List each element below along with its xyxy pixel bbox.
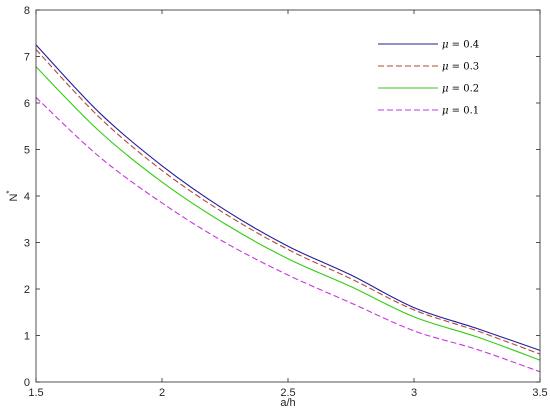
legend-label: μ = 0.3 (442, 62, 479, 73)
y-tick-label: 7 (24, 52, 30, 64)
series-layer (35, 44, 541, 373)
x-tick-label: 1.5 (28, 387, 43, 399)
y-tick-label: 2 (24, 284, 30, 296)
y-axis-title-main: N (8, 194, 20, 202)
y-tick-label: 0 (24, 377, 30, 389)
y-axis-title: N* (5, 190, 20, 201)
x-axis-ticks: 1.5 2 2.5 3 3.5 (28, 10, 548, 399)
legend-label: μ = 0.1 (442, 106, 479, 117)
series-line-4 (35, 97, 541, 373)
y-axis-ticks: 0 1 2 3 4 5 6 7 8 (24, 5, 540, 389)
x-axis-title: a/h (280, 397, 295, 409)
x-tick-label: 3 (411, 387, 417, 399)
legend-label-symbol: μ (442, 106, 449, 117)
x-tick-label: 2 (159, 387, 165, 399)
legend-label-value: = 0.3 (449, 62, 480, 73)
y-tick-label: 8 (24, 5, 30, 17)
legend-label: μ = 0.4 (442, 40, 479, 51)
legend-label-symbol: μ (442, 62, 449, 73)
y-tick-label: 4 (24, 191, 30, 203)
legend-label-value: = 0.2 (449, 84, 480, 95)
x-tick-label: 2.5 (280, 387, 295, 399)
y-tick-label: 6 (24, 98, 30, 110)
y-axis-title-superscript: * (5, 190, 14, 193)
series-line-2 (35, 49, 541, 355)
y-axis-title-text: N* (5, 190, 20, 201)
x-tick-label: 3.5 (532, 387, 547, 399)
y-tick-label: 1 (24, 331, 30, 343)
legend-label-symbol: μ (442, 40, 449, 51)
y-tick-label: 5 (24, 145, 30, 157)
y-tick-label: 3 (24, 238, 30, 250)
series-line-1 (35, 44, 541, 351)
legend: μ = 0.4μ = 0.3μ = 0.2μ = 0.1 (378, 40, 479, 117)
legend-label: μ = 0.2 (442, 84, 479, 95)
legend-label-value: = 0.1 (449, 106, 480, 117)
series-line-3 (35, 66, 541, 361)
legend-label-value: = 0.4 (449, 40, 480, 51)
legend-label-symbol: μ (442, 84, 449, 95)
